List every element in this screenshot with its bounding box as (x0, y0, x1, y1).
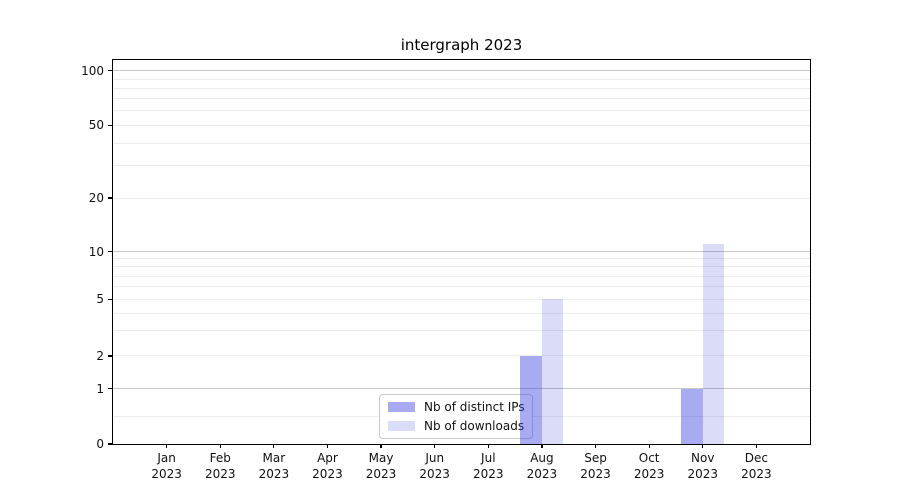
x-tick-aug (541, 444, 543, 448)
gridline-minor-20 (113, 197, 810, 199)
gridline-minor-7 (113, 275, 810, 277)
gridline-minor-80 (113, 87, 810, 89)
gridline-minor-9 (113, 258, 810, 260)
x-tick-label-may: May 2023 (365, 451, 397, 481)
legend-swatch-distinct-ips (388, 402, 415, 412)
x-tick-label-jul: Jul 2023 (473, 451, 504, 481)
legend-label-distinct-ips: Nb of distinct IPs (424, 400, 525, 414)
gridline-major-100 (113, 70, 810, 72)
x-tick-label-apr: Apr 2023 (312, 451, 343, 481)
x-tick-jul (487, 444, 489, 448)
bar-nov-nb-of-distinct-ips (681, 388, 703, 444)
gridline-minor-3 (113, 330, 810, 332)
y-tick-label-0: 0 (96, 437, 104, 451)
x-tick-feb (219, 444, 221, 448)
x-tick-mar (273, 444, 275, 448)
x-tick-label-nov: Nov 2023 (687, 451, 719, 481)
y-tick-100 (108, 70, 113, 72)
y-tick-1 (108, 387, 113, 390)
y-tick-label-50: 50 (88, 118, 104, 133)
y-tick-label-2: 2 (96, 348, 104, 363)
gridline-minor-4 (113, 312, 810, 314)
x-tick-jan (166, 444, 168, 448)
gridline-minor-40 (113, 142, 810, 144)
x-tick-dec (755, 444, 757, 448)
legend: Nb of distinct IPs Nb of downloads (379, 394, 533, 439)
legend-label-downloads: Nb of downloads (424, 419, 525, 433)
gridline-major-10 (113, 251, 810, 252)
y-tick-label-100: 100 (81, 63, 104, 78)
gridline-minor-50 (113, 124, 810, 126)
y-tick-label-1: 1 (96, 381, 104, 396)
gridline-minor-6 (113, 286, 810, 288)
x-tick-may (380, 444, 382, 448)
gridline-minor-60 (113, 110, 810, 112)
y-tick-2 (108, 355, 113, 357)
gridline-minor-70 (113, 98, 810, 100)
gridline-minor-90 (113, 78, 810, 80)
gridline-minor-8 (113, 266, 810, 268)
x-tick-label-jun: Jun 2023 (419, 451, 450, 481)
legend-item-downloads: Nb of downloads (388, 418, 524, 434)
x-tick-label-oct: Oct 2023 (633, 451, 665, 481)
gridline-major-1 (113, 388, 810, 389)
bar-aug-nb-of-downloads (541, 299, 564, 444)
chart-title: intergraph 2023 (400, 36, 523, 54)
bar-nov-nb-of-downloads (702, 244, 725, 444)
plot-area: 0 1 2 5 10 20 50 100 Jan 2023 Feb 2023 Mar 2023 Apr… (81, 59, 811, 481)
y-tick-20 (108, 197, 113, 199)
gridline-minor-5 (113, 298, 810, 300)
x-tick-jun (434, 444, 436, 448)
y-tick-label-5: 5 (96, 292, 104, 307)
bar-aug-nb-of-distinct-ips (520, 355, 542, 444)
x-tick-label-dec: Dec 2023 (741, 451, 772, 481)
x-tick-sep (594, 444, 597, 448)
y-tick-label-20: 20 (88, 191, 104, 205)
y-tick-50 (108, 124, 113, 126)
x-tick-label-aug: Aug 2023 (526, 451, 558, 481)
x-tick-oct (648, 444, 650, 448)
x-tick-label-feb: Feb 2023 (204, 451, 236, 481)
gridline-minor-2 (113, 355, 810, 357)
legend-item-distinct-ips: Nb of distinct IPs (388, 399, 525, 415)
x-tick-label-jan: Jan 2023 (151, 451, 182, 481)
x-tick-label-sep: Sep 2023 (580, 451, 611, 481)
x-tick-label-mar: Mar 2023 (258, 451, 290, 481)
y-tick-5 (108, 298, 113, 300)
y-tick-10 (108, 250, 113, 253)
gridline-minor-30 (113, 165, 810, 167)
legend-swatch-downloads (388, 421, 415, 431)
y-tick-0 (108, 443, 113, 445)
y-tick-label-10: 10 (88, 244, 104, 259)
x-tick-apr (326, 444, 329, 448)
x-tick-nov (702, 444, 704, 448)
